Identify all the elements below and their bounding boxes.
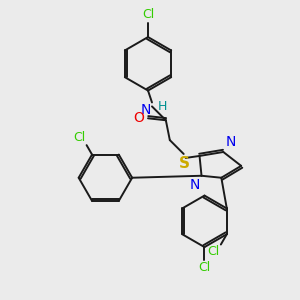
- Text: Cl: Cl: [142, 8, 154, 21]
- Text: Cl: Cl: [208, 245, 220, 259]
- Text: O: O: [133, 111, 144, 125]
- Text: N: N: [225, 135, 236, 149]
- Text: Cl: Cl: [74, 131, 86, 144]
- Text: N: N: [189, 178, 200, 192]
- Text: H: H: [158, 100, 167, 113]
- Text: N: N: [141, 103, 151, 117]
- Text: Cl: Cl: [198, 261, 211, 274]
- Text: S: S: [179, 156, 190, 171]
